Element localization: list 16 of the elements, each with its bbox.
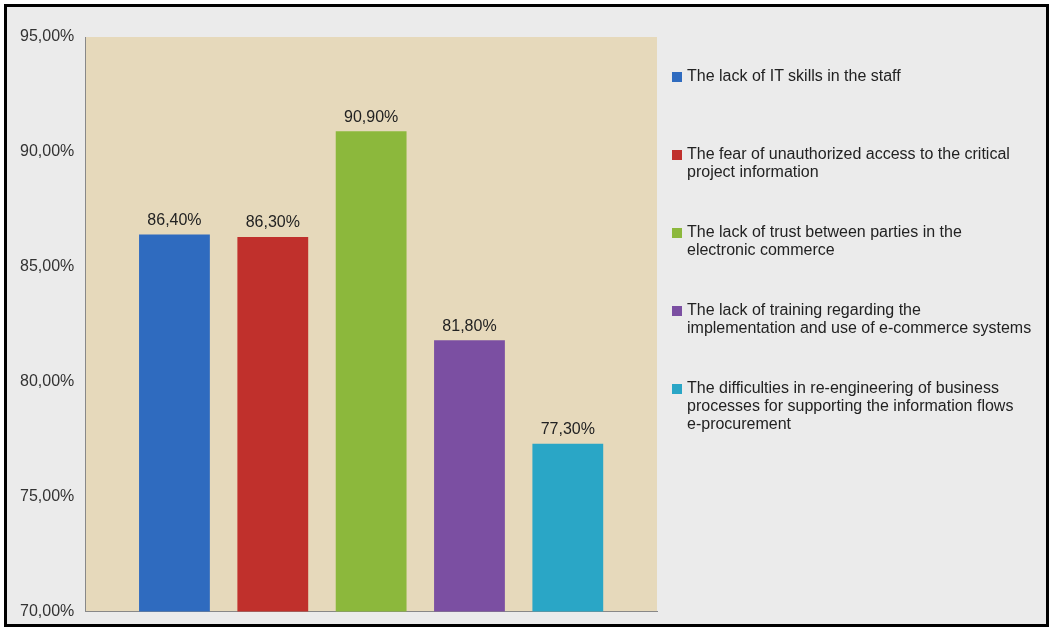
data-label: 77,30% (540, 420, 595, 438)
data-label: 86,40% (147, 211, 202, 228)
legend-label: The lack of training regarding the implementation and use of e-commerce systems (687, 301, 1032, 337)
data-label: 90,90% (344, 107, 399, 125)
legend-label: The lack of trust between parties in the electronic commerce (687, 223, 963, 259)
y-tick-label: 95,00% (20, 27, 75, 45)
legend-label: The lack of IT skills in the staff (687, 67, 901, 85)
y-tick-label: 75,00% (20, 486, 75, 504)
legend-label: The fear of unauthorized access to the critical project information (687, 145, 1011, 181)
y-tick-label: 90,00% (20, 142, 75, 160)
y-tick-label: 70,00% (20, 601, 75, 619)
data-label: 86,30% (245, 213, 300, 231)
y-tick-label: 80,00% (20, 372, 75, 390)
data-label: 81,80% (442, 316, 497, 334)
y-tick-label: 85,00% (20, 257, 75, 275)
legend-label: The difficulties in re-engineering of business processes for supporting the information flows e-procurement (687, 379, 1015, 433)
